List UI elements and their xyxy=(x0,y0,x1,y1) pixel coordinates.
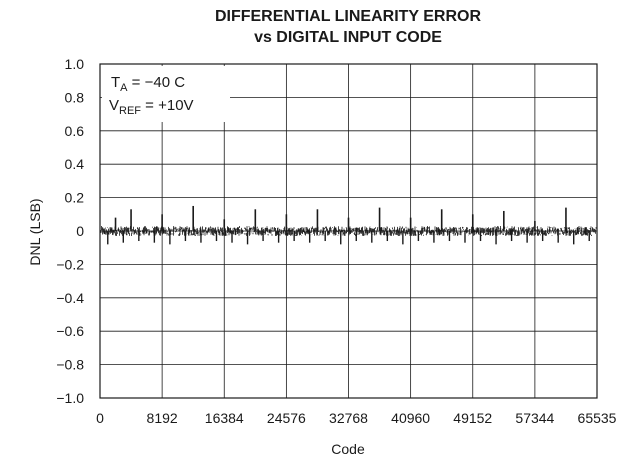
x-tick-label: 32768 xyxy=(329,410,368,426)
y-tick-label: −0.8 xyxy=(56,357,84,373)
x-tick-label: 16384 xyxy=(205,410,244,426)
x-tick-label: 40960 xyxy=(391,410,430,426)
x-axis-label: Code xyxy=(331,441,365,457)
y-axis-label: DNL (LSB) xyxy=(27,198,43,265)
x-tick-label: 8192 xyxy=(147,410,178,426)
y-tick-label: 0 xyxy=(76,223,84,239)
chart-title: DIFFERENTIAL LINEARITY ERROR xyxy=(215,8,482,25)
y-tick-label: −0.4 xyxy=(56,290,84,306)
y-tick-label: 0.4 xyxy=(65,156,85,172)
y-tick-label: −0.6 xyxy=(56,323,84,339)
x-tick-label: 0 xyxy=(96,410,104,426)
x-tick-labels: 0 8192 16384 24576 32768 40960 49152 57344 65535 xyxy=(96,410,617,426)
x-tick-label: 65535 xyxy=(578,410,617,426)
y-tick-label: 0.2 xyxy=(65,190,85,206)
chart-subtitle: vs DIGITAL INPUT CODE xyxy=(254,29,442,46)
x-tick-label: 24576 xyxy=(267,410,306,426)
y-tick-label: 0.6 xyxy=(65,123,85,139)
y-tick-labels: 1.0 0.8 0.6 0.4 0.2 0 −0.2 −0.4 −0.6 −0.8 −1.0 xyxy=(56,56,84,406)
x-tick-label: 57344 xyxy=(515,410,554,426)
y-tick-label: −1.0 xyxy=(56,390,84,406)
x-tick-label: 49152 xyxy=(453,410,492,426)
y-tick-label: −0.2 xyxy=(56,256,84,272)
y-tick-label: 1.0 xyxy=(65,56,85,72)
y-tick-label: 0.8 xyxy=(65,89,85,105)
legend-box: TA = −40 C VREF = +10V xyxy=(102,66,230,122)
